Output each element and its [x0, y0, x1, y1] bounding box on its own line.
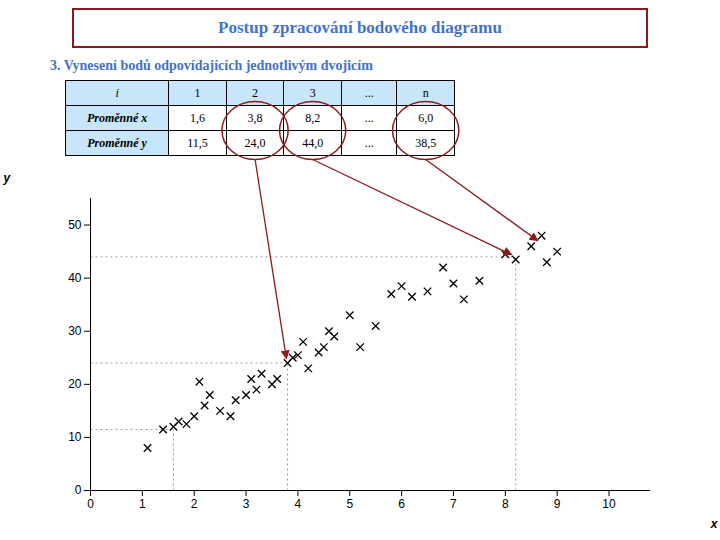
html-text:11,5: 11,5 — [187, 135, 208, 150]
svg-text:10: 10 — [68, 430, 82, 444]
svg-text:50: 50 — [68, 218, 82, 232]
html-text:3: 3 — [309, 85, 316, 100]
svg-text:2: 2 — [191, 497, 198, 511]
html-text:44,0: 44,0 — [302, 135, 324, 150]
html-text:Proměnné y: Proměnné y — [87, 135, 147, 150]
svg-text:40: 40 — [68, 271, 82, 285]
svg-text:y: y — [3, 171, 12, 185]
svg-text:7: 7 — [450, 497, 457, 511]
svg-text:8: 8 — [502, 497, 509, 511]
html-text:Proměnné x: Proměnné x — [86, 110, 148, 125]
svg-text:1: 1 — [139, 497, 146, 511]
svg-text:5: 5 — [346, 497, 353, 511]
html-text:3,8: 3,8 — [247, 110, 263, 125]
svg-text:30: 30 — [68, 324, 82, 338]
html-text:n: n — [422, 85, 429, 100]
svg-text:0: 0 — [75, 483, 82, 497]
html-text:8,2: 8,2 — [305, 110, 321, 125]
svg-text:3: 3 — [243, 497, 250, 511]
svg-text:9: 9 — [554, 497, 561, 511]
html-text:i: i — [115, 85, 119, 100]
html-text:3. Vynesení bodů odpovídajícíc: 3. Vynesení bodů odpovídajících jednotli… — [50, 58, 373, 73]
svg-text:x: x — [710, 517, 719, 531]
html-text:24,0: 24,0 — [244, 135, 266, 150]
html-text:1,6: 1,6 — [190, 110, 205, 125]
svg-text:0: 0 — [87, 497, 94, 511]
html-text:1: 1 — [194, 85, 201, 100]
html-text:Postup zpracování bodového dia: Postup zpracování bodového diagramu — [218, 18, 502, 37]
html-text:2: 2 — [252, 85, 259, 100]
svg-text:6: 6 — [398, 497, 405, 511]
html-text:38,5: 38,5 — [415, 135, 437, 150]
svg-text:4: 4 — [295, 497, 302, 511]
html-text:6,0: 6,0 — [418, 110, 434, 125]
svg-text:10: 10 — [602, 497, 616, 511]
svg-text:20: 20 — [68, 377, 82, 391]
